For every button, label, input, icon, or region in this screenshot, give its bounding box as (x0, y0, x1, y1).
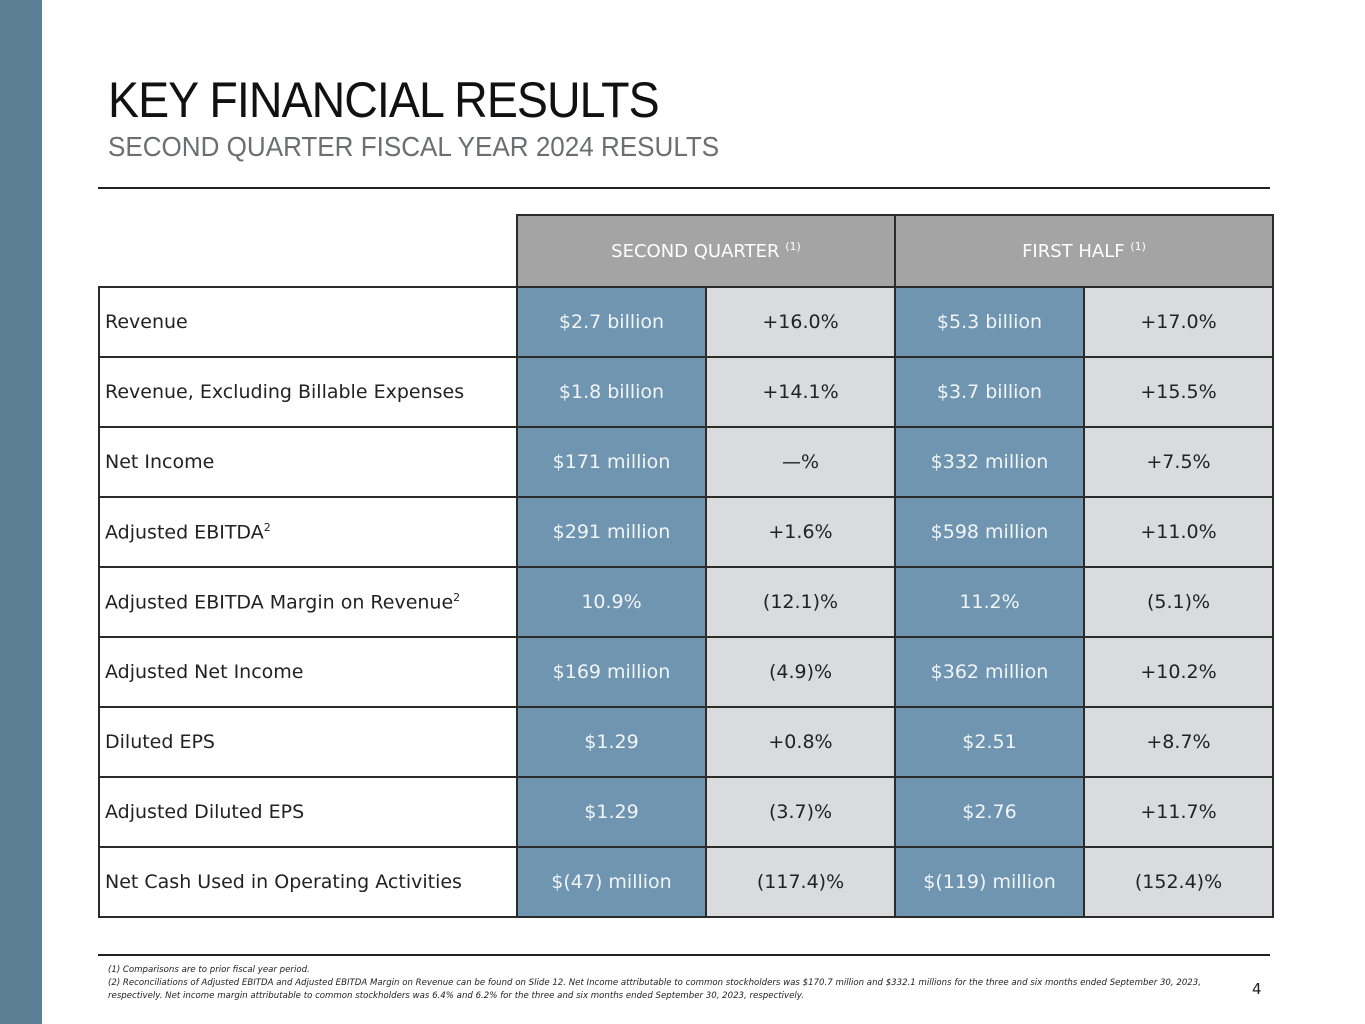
page-number: 4 (1252, 980, 1262, 998)
second-quarter-change: +14.1% (705, 356, 896, 428)
header-first-half-note: (1) (1130, 240, 1146, 253)
second-quarter-change: (4.9)% (705, 636, 896, 708)
row-label-cell: Net Income (98, 426, 518, 498)
side-accent-bar (0, 0, 42, 1024)
first-half-value: $2.51 (894, 706, 1085, 778)
top-divider (98, 187, 1270, 189)
first-half-value: $598 million (894, 496, 1085, 568)
row-label-cell: Adjusted EBITDA Margin on Revenue2 (98, 566, 518, 638)
row-label: Adjusted Diluted EPS (105, 801, 305, 823)
table-row: Net Cash Used in Operating Activities $(4… (98, 846, 1274, 918)
header-second-quarter: SECOND QUARTER (1) (516, 214, 896, 288)
row-label: Adjusted EBITDA Margin on Revenue (105, 591, 454, 614)
bottom-divider (98, 954, 1270, 956)
second-quarter-value: 10.9% (516, 566, 707, 638)
row-label: Diluted EPS (105, 731, 215, 753)
header-first-half-label: FIRST HALF (1022, 241, 1125, 262)
row-label: Net Income (105, 451, 215, 473)
first-half-value: $(119) million (894, 846, 1085, 918)
first-half-value: $362 million (894, 636, 1085, 708)
second-quarter-change: (12.1)% (705, 566, 896, 638)
table-row: Diluted EPS $1.29 +0.8% $2.51 +8.7% (98, 706, 1274, 778)
footnote-1: (1) Comparisons are to prior fiscal year… (108, 965, 310, 975)
row-label-cell: Revenue (98, 286, 518, 358)
financial-results-table: SECOND QUARTER (1) FIRST HALF (1) Revenu… (98, 214, 1274, 918)
first-half-change: +8.7% (1083, 706, 1274, 778)
second-quarter-change: (117.4)% (705, 846, 896, 918)
second-quarter-value: $1.29 (516, 706, 707, 778)
first-half-change: +7.5% (1083, 426, 1274, 498)
table-row: Adjusted Diluted EPS $1.29 (3.7)% $2.76 +11.… (98, 776, 1274, 848)
first-half-change: +10.2% (1083, 636, 1274, 708)
second-quarter-change: +0.8% (705, 706, 896, 778)
second-quarter-value: $171 million (516, 426, 707, 498)
row-label: Adjusted EBITDA (105, 521, 264, 544)
first-half-change: +11.0% (1083, 496, 1274, 568)
row-label: Revenue (105, 311, 188, 333)
table-row: Revenue $2.7 billion +16.0% $5.3 billion +17… (98, 286, 1274, 358)
row-label-cell: Adjusted Diluted EPS (98, 776, 518, 848)
header-second-quarter-label: SECOND QUARTER (611, 241, 780, 262)
footnote-2: (2) Reconciliations of Adjusted EBITDA a… (108, 978, 1201, 1001)
table-row: Revenue, Excluding Billable Expenses $1.8… (98, 356, 1274, 428)
first-half-value: 11.2% (894, 566, 1085, 638)
first-half-value: $332 million (894, 426, 1085, 498)
row-label-cell: Revenue, Excluding Billable Expenses (98, 356, 518, 428)
second-quarter-value: $1.8 billion (516, 356, 707, 428)
second-quarter-value: $169 million (516, 636, 707, 708)
footnotes: (1) Comparisons are to prior fiscal year… (108, 964, 1208, 1003)
second-quarter-value: $(47) million (516, 846, 707, 918)
second-quarter-value: $1.29 (516, 776, 707, 848)
page-title: KEY FINANCIAL RESULTS (108, 72, 660, 128)
second-quarter-value: $291 million (516, 496, 707, 568)
first-half-change: +11.7% (1083, 776, 1274, 848)
table-row: Adjusted EBITDA2 $291 million +1.6% $598 mi… (98, 496, 1274, 568)
row-label-footnote-ref: 2 (453, 590, 461, 604)
second-quarter-change: +1.6% (705, 496, 896, 568)
page-subtitle: SECOND QUARTER FISCAL YEAR 2024 RESULTS (108, 131, 720, 162)
row-label-cell: Diluted EPS (98, 706, 518, 778)
row-label-cell: Net Cash Used in Operating Activities (98, 846, 518, 918)
first-half-value: $3.7 billion (894, 356, 1085, 428)
first-half-change: (152.4)% (1083, 846, 1274, 918)
first-half-change: +15.5% (1083, 356, 1274, 428)
first-half-value: $2.76 (894, 776, 1085, 848)
header-blank-cell (99, 215, 517, 288)
table-row: Adjusted EBITDA Margin on Revenue2 10.9%(… (98, 566, 1274, 638)
row-label: Adjusted Net Income (105, 661, 304, 683)
first-half-value: $5.3 billion (894, 286, 1085, 358)
table-header-row: SECOND QUARTER (1) FIRST HALF (1) (99, 214, 1274, 288)
table-row: Adjusted Net Income $169 million (4.9)% $36… (98, 636, 1274, 708)
row-label: Revenue, Excluding Billable Expenses (105, 381, 465, 403)
row-label-cell: Adjusted Net Income (98, 636, 518, 708)
table-row: Net Income $171 million —% $332 million +7.5… (98, 426, 1274, 498)
first-half-change: (5.1)% (1083, 566, 1274, 638)
second-quarter-change: +16.0% (705, 286, 896, 358)
header-first-half: FIRST HALF (1) (894, 214, 1274, 288)
second-quarter-value: $2.7 billion (516, 286, 707, 358)
second-quarter-change: —% (705, 426, 896, 498)
row-label-cell: Adjusted EBITDA2 (98, 496, 518, 568)
header-second-quarter-note: (1) (785, 240, 801, 253)
row-label: Net Cash Used in Operating Activities (105, 871, 462, 893)
first-half-change: +17.0% (1083, 286, 1274, 358)
row-label-footnote-ref: 2 (263, 520, 271, 534)
second-quarter-change: (3.7)% (705, 776, 896, 848)
